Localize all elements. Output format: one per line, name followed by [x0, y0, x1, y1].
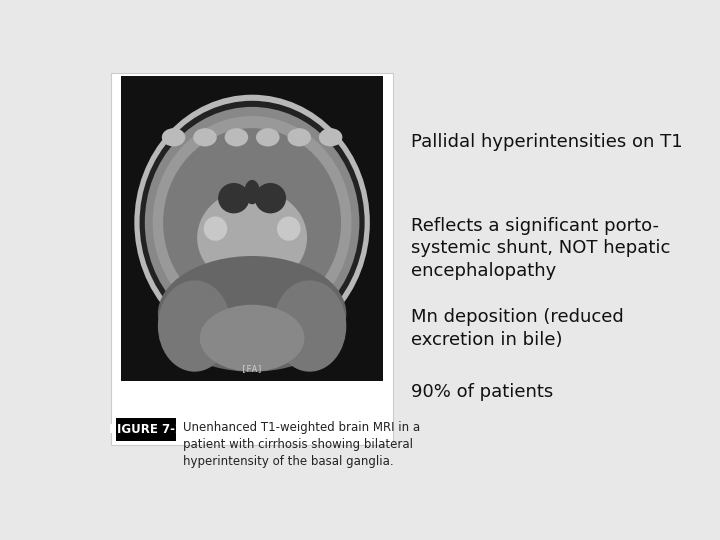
Ellipse shape: [255, 183, 286, 213]
Bar: [116, 418, 176, 441]
Text: Reflects a significant porto-
systemic shunt, NOT hepatic
encephalopathy: Reflects a significant porto- systemic s…: [411, 217, 670, 280]
Text: FIGURE 7-2: FIGURE 7-2: [109, 423, 183, 436]
Text: Pallidal hyperintensities on T1: Pallidal hyperintensities on T1: [411, 133, 683, 151]
Text: 90% of patients: 90% of patients: [411, 383, 553, 401]
Bar: [121, 77, 383, 381]
Ellipse shape: [256, 128, 279, 146]
Ellipse shape: [319, 128, 343, 146]
Ellipse shape: [153, 116, 351, 329]
Ellipse shape: [287, 128, 311, 146]
Text: [FA]: [FA]: [241, 364, 263, 373]
Ellipse shape: [158, 256, 346, 372]
Ellipse shape: [197, 189, 307, 286]
Ellipse shape: [225, 128, 248, 146]
Ellipse shape: [140, 101, 364, 345]
Ellipse shape: [273, 280, 346, 372]
Ellipse shape: [218, 183, 250, 213]
Ellipse shape: [199, 305, 305, 372]
Ellipse shape: [244, 180, 260, 204]
FancyBboxPatch shape: [111, 73, 393, 446]
Ellipse shape: [277, 217, 300, 241]
Ellipse shape: [163, 128, 341, 317]
Ellipse shape: [145, 107, 359, 338]
Ellipse shape: [162, 128, 185, 146]
Ellipse shape: [135, 94, 370, 350]
Text: Unenhanced T1-weighted brain MRI in a
patient with cirrhosis showing bilateral
h: Unenhanced T1-weighted brain MRI in a pa…: [183, 421, 420, 468]
Text: Mn deposition (reduced
excretion in bile): Mn deposition (reduced excretion in bile…: [411, 308, 624, 349]
Ellipse shape: [158, 280, 231, 372]
Ellipse shape: [204, 217, 228, 241]
Ellipse shape: [193, 128, 217, 146]
